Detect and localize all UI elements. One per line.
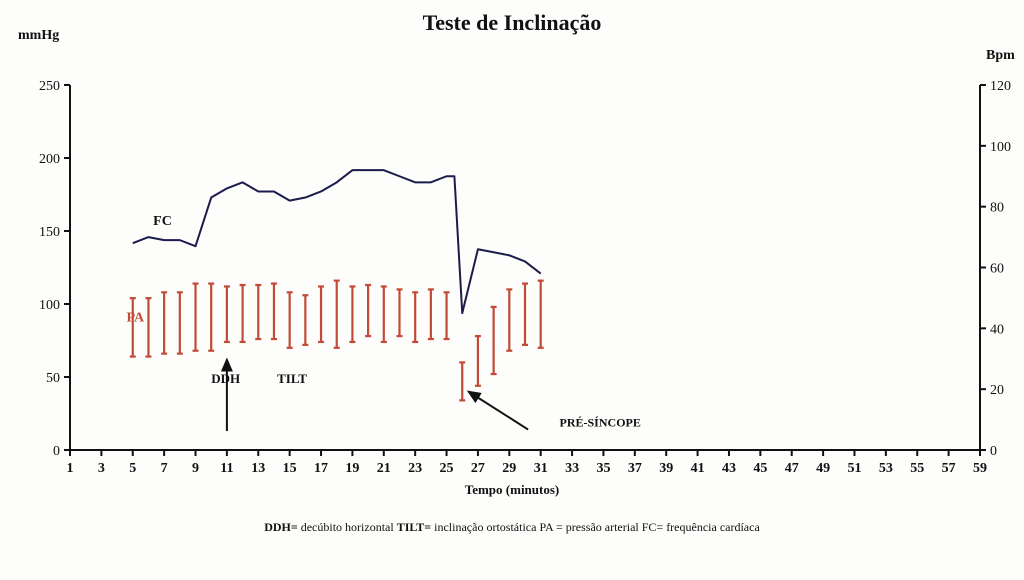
svg-text:120: 120: [990, 79, 1011, 94]
svg-text:55: 55: [910, 461, 924, 476]
svg-text:60: 60: [990, 262, 1004, 277]
svg-text:43: 43: [722, 461, 736, 476]
svg-text:150: 150: [39, 225, 60, 240]
chart-page: Teste de Inclinação mmHg Bpm 05010015020…: [0, 0, 1024, 580]
svg-text:DDH: DDH: [211, 371, 240, 386]
svg-text:45: 45: [753, 461, 767, 476]
svg-text:20: 20: [990, 383, 1004, 398]
svg-text:TILT: TILT: [277, 371, 307, 386]
svg-text:100: 100: [39, 298, 60, 313]
svg-text:40: 40: [990, 322, 1004, 337]
svg-text:9: 9: [192, 461, 199, 476]
svg-text:53: 53: [879, 461, 893, 476]
svg-text:7: 7: [161, 461, 168, 476]
svg-text:59: 59: [973, 461, 987, 476]
svg-text:11: 11: [220, 461, 233, 476]
svg-text:37: 37: [628, 461, 642, 476]
svg-text:29: 29: [502, 461, 516, 476]
svg-text:15: 15: [283, 461, 297, 476]
svg-text:13: 13: [251, 461, 265, 476]
svg-text:100: 100: [990, 140, 1011, 155]
svg-text:FC: FC: [153, 214, 172, 229]
svg-text:250: 250: [39, 79, 60, 94]
svg-text:27: 27: [471, 461, 485, 476]
svg-text:PA: PA: [126, 311, 145, 326]
svg-text:3: 3: [98, 461, 105, 476]
svg-text:35: 35: [596, 461, 610, 476]
svg-text:23: 23: [408, 461, 422, 476]
svg-text:57: 57: [942, 461, 956, 476]
svg-text:21: 21: [377, 461, 391, 476]
svg-text:41: 41: [691, 461, 705, 476]
svg-text:1: 1: [67, 461, 74, 476]
svg-text:0: 0: [990, 444, 997, 459]
svg-text:51: 51: [847, 461, 861, 476]
x-axis-title: Tempo (minutos): [0, 482, 1024, 498]
svg-text:80: 80: [990, 201, 1004, 216]
svg-text:0: 0: [53, 444, 60, 459]
svg-text:19: 19: [345, 461, 359, 476]
svg-text:200: 200: [39, 152, 60, 167]
svg-text:33: 33: [565, 461, 579, 476]
svg-text:17: 17: [314, 461, 328, 476]
svg-text:PRÉ-SÍNCOPE: PRÉ-SÍNCOPE: [560, 416, 641, 430]
svg-text:39: 39: [659, 461, 673, 476]
svg-text:47: 47: [785, 461, 799, 476]
footnote: DDH= decúbito horizontal TILT= inclinaçã…: [0, 520, 1024, 535]
svg-text:50: 50: [46, 371, 60, 386]
svg-text:25: 25: [440, 461, 454, 476]
svg-text:5: 5: [129, 461, 136, 476]
svg-text:49: 49: [816, 461, 830, 476]
svg-text:31: 31: [534, 461, 548, 476]
